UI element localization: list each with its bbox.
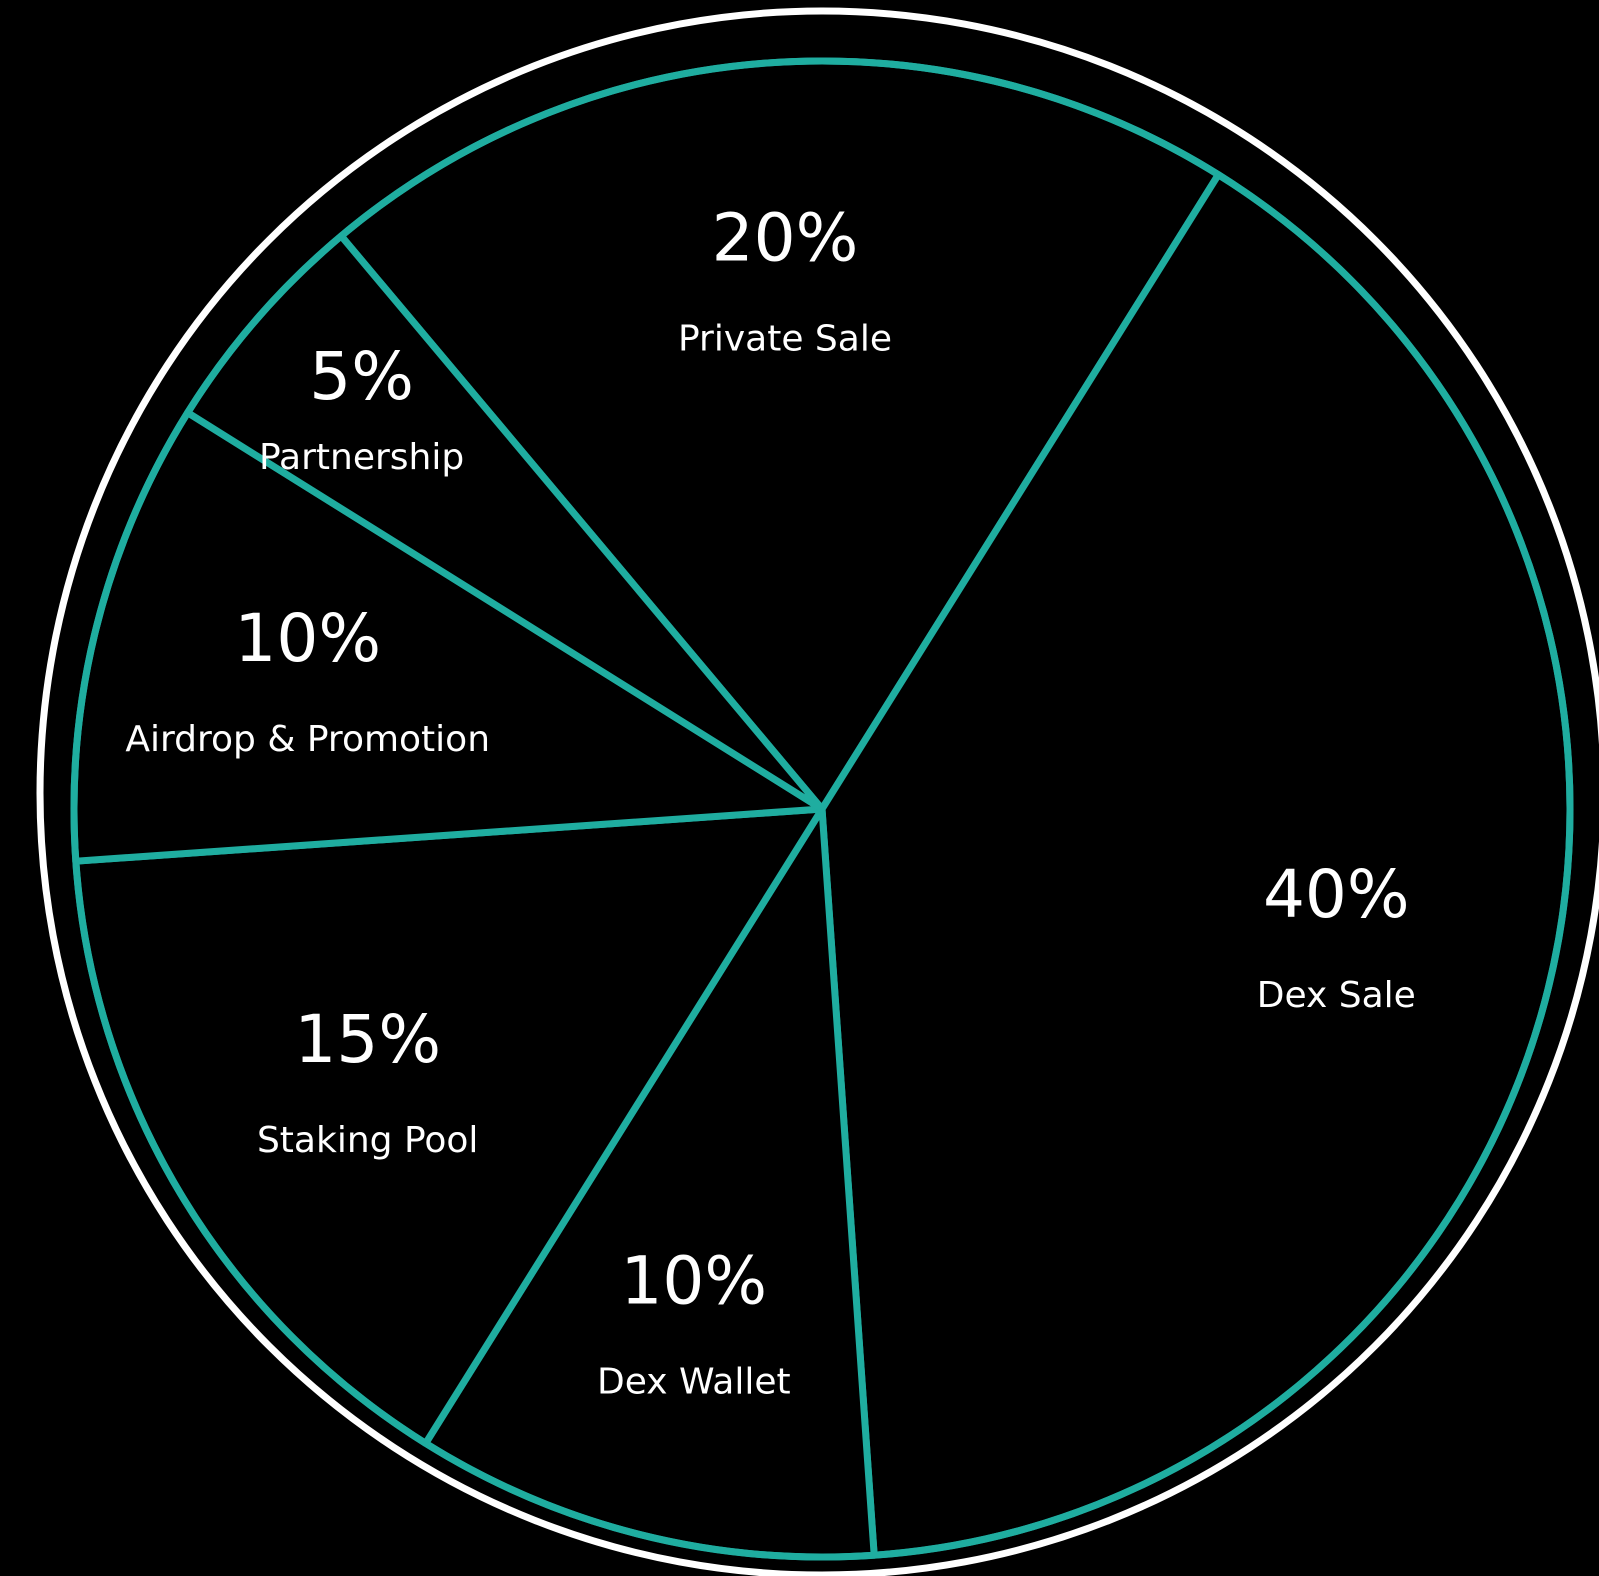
- slice-label-dex-wallet: Dex Wallet: [597, 1361, 791, 1402]
- pie-labels: 20% Private Sale 40% Dex Sale 10% Dex Wallet 1…: [125, 199, 1415, 1402]
- slice-label-private-sale: Private Sale: [678, 318, 892, 359]
- slice-label-staking-pool: Staking Pool: [257, 1120, 478, 1161]
- outer-ring: [36, 7, 1599, 1576]
- slice-label-airdrop-and-promotion: Airdrop & Promotion: [125, 719, 490, 760]
- value-label-dex-wallet: 10%: [620, 1242, 767, 1319]
- slice-label-partnership: Partnership: [259, 437, 464, 478]
- pie-slices: [70, 57, 1574, 1561]
- value-label-staking-pool: 15%: [294, 1001, 441, 1078]
- slice-label-dex-sale: Dex Sale: [1257, 975, 1416, 1016]
- inner-ring: [70, 57, 1574, 1561]
- value-label-partnership: 5%: [309, 338, 414, 415]
- value-label-dex-sale: 40%: [1263, 856, 1410, 933]
- value-label-private-sale: 20%: [712, 199, 859, 276]
- value-label-airdrop-and-promotion: 10%: [234, 600, 381, 677]
